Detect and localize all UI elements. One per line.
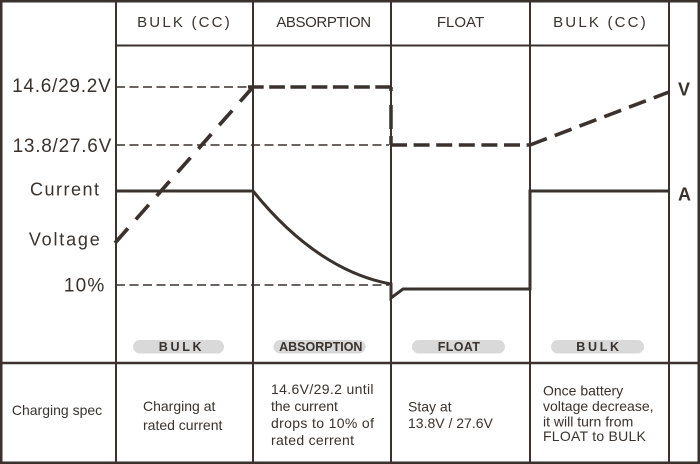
svg-text:10%: 10% — [64, 276, 106, 297]
svg-text:Once battery: Once battery — [543, 383, 623, 399]
svg-text:BULK (CC): BULK (CC) — [553, 14, 648, 31]
svg-text:FLOAT to BULK: FLOAT to BULK — [543, 428, 647, 444]
svg-text:14.6/29.2V: 14.6/29.2V — [12, 76, 111, 97]
svg-text:V: V — [678, 80, 690, 100]
svg-text:ABSORPTION: ABSORPTION — [279, 340, 362, 354]
svg-text:FLOAT: FLOAT — [438, 340, 480, 354]
svg-text:FLOAT: FLOAT — [437, 14, 484, 31]
svg-text:BULK: BULK — [159, 340, 205, 354]
svg-text:Charging at: Charging at — [143, 398, 215, 414]
svg-text:13.8V / 27.6V: 13.8V / 27.6V — [408, 415, 494, 431]
svg-text:Voltage: Voltage — [29, 230, 102, 250]
svg-text:it will turn from: it will turn from — [543, 414, 633, 430]
svg-text:13.8/27.6V: 13.8/27.6V — [13, 136, 112, 157]
svg-text:rated cerrent: rated cerrent — [271, 432, 354, 448]
svg-text:BULK (CC): BULK (CC) — [137, 14, 232, 31]
svg-text:Current: Current — [30, 180, 101, 200]
svg-text:A: A — [678, 185, 691, 205]
svg-text:Stay at: Stay at — [408, 399, 452, 415]
svg-text:BULK: BULK — [576, 340, 622, 354]
svg-text:ABSORPTION: ABSORPTION — [276, 14, 370, 31]
svg-text:voltage decrease,: voltage decrease, — [543, 398, 654, 414]
svg-text:drops to 10% of: drops to 10% of — [271, 415, 374, 431]
svg-text:Charging spec: Charging spec — [12, 402, 102, 418]
svg-text:14.6V/29.2 until: 14.6V/29.2 until — [271, 381, 374, 397]
svg-text:the current: the current — [271, 398, 338, 414]
svg-text:rated current: rated current — [143, 417, 222, 433]
